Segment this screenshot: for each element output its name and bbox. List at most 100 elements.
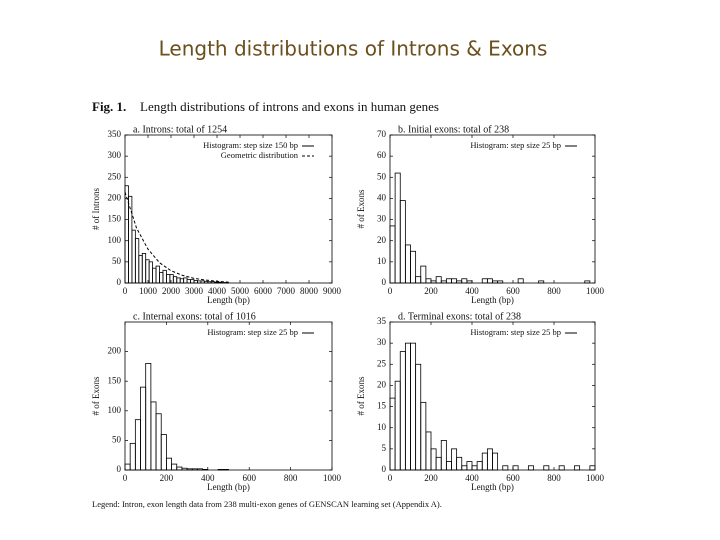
x-tick-label: 1000 [586, 286, 605, 296]
histogram-bar [124, 463, 131, 471]
x-tick-label: 800 [284, 473, 298, 483]
histogram-bar [222, 469, 229, 471]
histogram-bar [517, 278, 524, 284]
histogram-bar [124, 185, 129, 284]
histogram-bar [486, 278, 493, 284]
histogram-bar [481, 278, 488, 284]
histogram-bar [145, 363, 152, 471]
histogram-bar [481, 452, 488, 471]
y-tick-label: 35 [377, 316, 387, 326]
histogram-bar [165, 274, 171, 284]
histogram-bar [404, 342, 411, 471]
y-tick-label: 50 [112, 434, 122, 444]
histogram-bar [207, 281, 212, 284]
x-tick-label: 1000 [139, 286, 158, 296]
y-axis-label: # of Exons [356, 189, 366, 228]
histogram-bar [558, 465, 565, 471]
y-tick-label: 0 [117, 277, 122, 287]
histogram-bar [200, 280, 205, 284]
x-tick-label: 400 [465, 286, 479, 296]
histogram-bar [394, 380, 401, 471]
x-tick-label: 600 [242, 473, 256, 483]
histogram-bar [162, 269, 167, 284]
histogram-bar [456, 280, 463, 284]
histogram-bar [140, 386, 147, 471]
histogram-bar [420, 401, 427, 471]
x-tick-label: 200 [160, 473, 174, 483]
histogram-bar [191, 468, 198, 471]
histogram-bar [210, 281, 216, 284]
panel-title: b. Initial exons: total of 238 [398, 124, 509, 135]
y-tick-label: 25 [377, 358, 387, 368]
histogram-bar [399, 200, 406, 284]
plot-frame [389, 134, 596, 284]
panel-title: d. Terminal exons: total of 238 [398, 311, 521, 322]
x-tick-label: 9000 [323, 286, 342, 296]
y-tick-label: 30 [377, 337, 387, 347]
histogram-bar [466, 280, 473, 284]
histogram-bar [171, 463, 178, 471]
x-tick-label: 1000 [586, 473, 605, 483]
histogram-bar [217, 469, 224, 471]
histogram-bar [461, 278, 468, 284]
histogram-bar [440, 280, 447, 284]
slide-title: Length distributions of Introns & Exons [159, 37, 548, 61]
histogram-bar [486, 448, 493, 471]
x-axis-label: Length (bp) [207, 295, 250, 305]
histogram-bar [160, 434, 167, 471]
x-tick-label: 400 [465, 473, 479, 483]
histogram-bar [176, 277, 181, 284]
panel-title: a. Introns: total of 1254 [133, 124, 227, 135]
histogram-bar [430, 280, 437, 284]
histogram-bar [172, 276, 178, 284]
histogram-bar [394, 172, 401, 284]
histogram-bar [420, 265, 427, 284]
x-tick-label: 8000 [300, 286, 319, 296]
histogram-bar [399, 351, 406, 471]
x-tick-label: 0 [123, 286, 128, 296]
x-axis-label: Length (bp) [207, 482, 250, 492]
y-tick-label: 10 [377, 422, 387, 432]
histogram-bar [176, 466, 183, 471]
histogram-bar [435, 456, 442, 471]
legend-label: Histogram: step size 25 bp [470, 140, 561, 150]
x-tick-label: 4000 [208, 286, 227, 296]
histogram-bar [181, 467, 188, 471]
y-tick-label: 100 [108, 405, 122, 415]
y-tick-label: 150 [108, 214, 122, 224]
x-tick-label: 600 [506, 286, 520, 296]
histogram-bar [476, 461, 483, 471]
legend-label: Histogram: step size 25 bp [207, 327, 298, 337]
histogram-bar [589, 465, 596, 471]
x-tick-label: 800 [547, 473, 561, 483]
histogram-bar [129, 442, 136, 471]
x-tick-label: 7000 [277, 286, 296, 296]
y-tick-label: 70 [377, 129, 387, 139]
y-tick-label: 60 [377, 150, 387, 160]
y-tick-label: 40 [377, 192, 387, 202]
histogram-bar [165, 457, 172, 471]
histogram-bar [584, 280, 591, 284]
histogram-bar [134, 238, 140, 284]
histogram-bar [451, 278, 458, 284]
y-tick-label: 300 [108, 150, 122, 160]
legend-label: Histogram: step size 150 bp [203, 140, 298, 150]
histogram-bar [190, 279, 195, 284]
histogram-bar [461, 465, 468, 471]
histogram-bar [502, 465, 509, 471]
x-tick-label: 0 [388, 473, 393, 483]
legend-label: Geometric distribution [221, 150, 299, 160]
histogram-bar [456, 456, 463, 471]
legend-label: Histogram: step size 25 bp [470, 327, 561, 337]
histogram-bar [445, 461, 452, 471]
histogram-bar [492, 280, 499, 284]
y-tick-label: 20 [377, 235, 387, 245]
x-tick-label: 400 [201, 473, 215, 483]
x-axis-label: Length (bp) [471, 295, 514, 305]
histogram-bar [471, 465, 478, 471]
x-axis-label: Length (bp) [471, 482, 514, 492]
y-tick-label: 200 [108, 346, 122, 356]
histogram-bar [389, 225, 396, 284]
y-axis-label: # of Exons [91, 376, 101, 415]
